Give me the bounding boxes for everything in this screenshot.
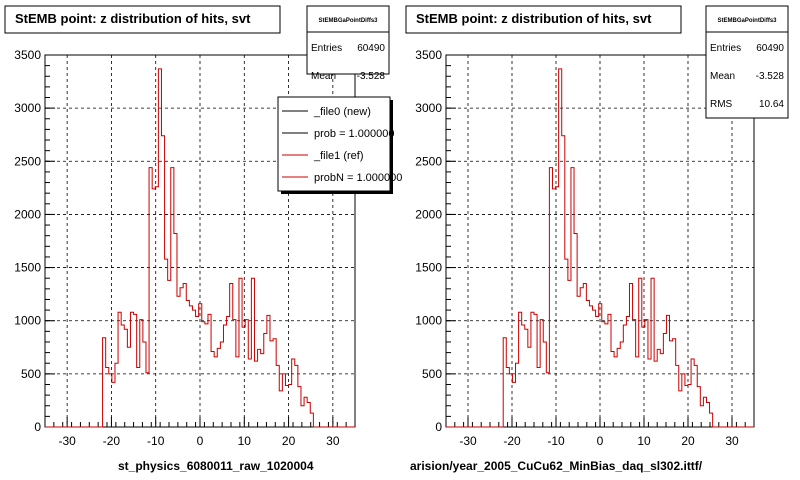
y-tick-label: 1000 xyxy=(415,314,442,328)
y-tick-label: 1000 xyxy=(14,314,41,328)
y-tick-label: 500 xyxy=(21,367,41,381)
y-tick-label: 1500 xyxy=(415,261,442,275)
title-box xyxy=(4,5,281,34)
y-tick-label: 500 xyxy=(422,367,442,381)
x-tick-label: -20 xyxy=(503,434,521,448)
stats-value: 60490 xyxy=(756,43,784,54)
y-tick-label: 2000 xyxy=(415,207,442,221)
x-axis-label: arision/year_2005_CuCu62_MinBias_daq_sl3… xyxy=(410,459,703,473)
x-tick-label: -10 xyxy=(147,434,165,448)
legend-label: _file0 (new) xyxy=(313,106,371,118)
x-tick-label: 0 xyxy=(197,434,204,448)
x-tick-label: -30 xyxy=(459,434,477,448)
y-tick-label: 0 xyxy=(34,420,41,434)
histogram-series xyxy=(45,68,355,428)
y-tick-label: 3500 xyxy=(415,48,442,62)
legend-label: probN = 1.000000 xyxy=(314,172,402,184)
stats-label: Entries xyxy=(710,43,741,54)
x-tick-label: 10 xyxy=(637,434,651,448)
y-tick-label: 2000 xyxy=(14,207,41,221)
x-tick-label: 30 xyxy=(725,434,739,448)
legend-label: _file1 (ref) xyxy=(313,150,364,162)
x-tick-label: -10 xyxy=(547,434,565,448)
stats-box xyxy=(306,5,390,75)
y-tick-label: 2500 xyxy=(415,154,442,168)
stats-label: Mean xyxy=(311,71,336,82)
chart-title: StEMB point: z distribution of hits, svt xyxy=(416,11,652,26)
stats-value: -3.528 xyxy=(756,71,785,82)
stats-label: Entries xyxy=(311,43,342,54)
x-tick-label: 20 xyxy=(681,434,695,448)
stats-box xyxy=(705,5,789,119)
stats-label: Mean xyxy=(710,71,735,82)
y-tick-label: 0 xyxy=(435,420,442,434)
stats-header: StEMBGaPointDiffs3 xyxy=(318,18,378,24)
y-tick-label: 3500 xyxy=(14,48,41,62)
y-tick-label: 2500 xyxy=(14,154,41,168)
x-tick-label: 0 xyxy=(597,434,604,448)
stats-value: 60490 xyxy=(357,43,385,54)
y-tick-label: 3000 xyxy=(415,101,442,115)
stats-label: RMS xyxy=(710,99,733,110)
legend-box xyxy=(277,96,391,192)
x-tick-label: 20 xyxy=(282,434,296,448)
legend-label: prob = 1.000000 xyxy=(314,128,394,140)
x-axis-label: st_physics_6080011_raw_1020004 xyxy=(118,459,314,473)
title-box xyxy=(405,5,682,34)
y-tick-label: 1500 xyxy=(14,261,41,275)
chart-panel-2: StEMB point: z distribution of hits, svt… xyxy=(405,5,789,473)
x-tick-label: -20 xyxy=(103,434,121,448)
chart-title: StEMB point: z distribution of hits, svt xyxy=(15,11,251,26)
stats-header: StEMBGaPointDiffs3 xyxy=(717,18,777,24)
stats-value: -3.528 xyxy=(357,71,386,82)
stats-value: 10.64 xyxy=(759,99,784,110)
x-tick-label: 10 xyxy=(238,434,252,448)
x-tick-label: 30 xyxy=(326,434,340,448)
y-tick-label: 3000 xyxy=(14,101,41,115)
x-tick-label: -30 xyxy=(58,434,76,448)
histogram-series xyxy=(446,68,754,428)
chart-panel-1: StEMB point: z distribution of hits, svt… xyxy=(4,5,402,473)
